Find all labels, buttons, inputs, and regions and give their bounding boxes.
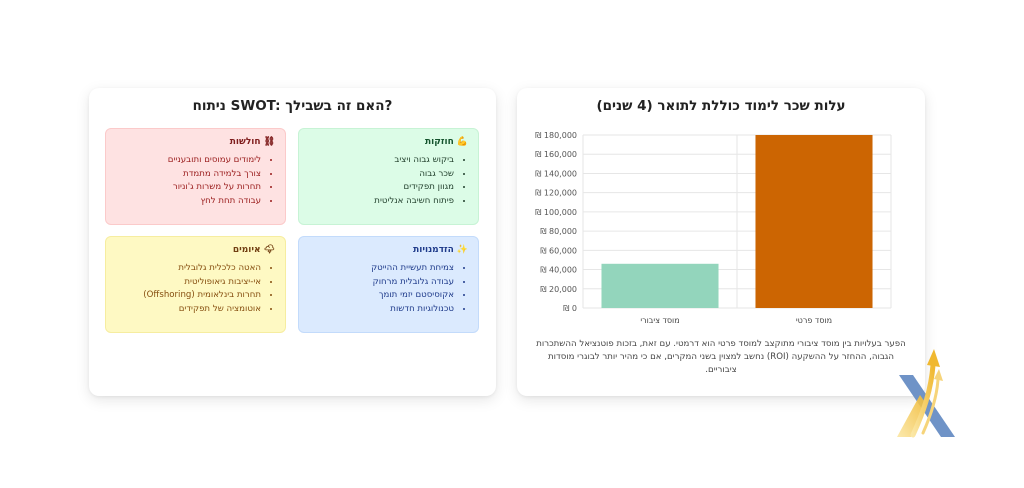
list-item: צמיחת תעשיית ההייטק — [309, 262, 454, 276]
list-item: לימודים עמוסים ותובעניים — [116, 154, 261, 168]
sparkles-icon: ✨ — [456, 244, 468, 255]
list-item: תחרות בינלאומית (Offshoring) — [116, 289, 261, 303]
strengths-box: 💪 חוזקות ביקוש גבוה ויציב שכר גבוה מגוון… — [298, 128, 479, 225]
list-item: ביקוש גבוה ויציב — [309, 154, 454, 168]
y-tick-label: ₪ 80,000 — [540, 227, 577, 236]
threats-heading: איומים — [232, 245, 261, 255]
chart-card: עלות שכר לימוד כוללת לתואר (4 שנים) ₪ 0 ₪… — [517, 88, 925, 396]
y-tick-label: ₪ 60,000 — [540, 246, 577, 255]
y-tick-label: ₪ 160,000 — [535, 150, 577, 159]
bar — [601, 263, 719, 308]
swot-card: ניתוח SWOT: האם זה בשבילך? 💪 חוזקות ביקו… — [89, 88, 496, 396]
list-item: מגוון תפקידים — [309, 181, 454, 195]
threats-list: האטה כלכלית גלובלית אי-יציבות גיאופוליטי… — [116, 262, 275, 317]
y-tick-label: ₪ 20,000 — [540, 285, 577, 294]
x-tick-label: מוסד פרטי — [796, 316, 832, 325]
list-item: אוטומציה של תפקידים — [116, 303, 261, 317]
opportunities-list: צמיחת תעשיית ההייטק עבודה גלובלית מרחוק … — [309, 262, 468, 317]
chain-link-icon: ⛓ — [263, 136, 275, 147]
y-tick-label: ₪ 120,000 — [535, 189, 577, 198]
chart-caption: הפער בעלויות בין מוסד ציבורי מתוקצב למוס… — [536, 339, 906, 375]
list-item: צורך בלמידה מתמדת — [116, 168, 261, 182]
threats-box: 🌩 איומים האטה כלכלית גלובלית אי-יציבות ג… — [105, 236, 286, 333]
y-tick-label: ₪ 140,000 — [535, 169, 577, 178]
y-tick-label: ₪ 100,000 — [535, 208, 577, 217]
swot-title: ניתוח SWOT: האם זה בשבילך? — [192, 98, 393, 114]
list-item: תחרות על משרות ג'וניור — [116, 181, 261, 195]
x-arrows-logo-icon — [897, 349, 955, 438]
list-item: עבודה גלובלית מרחוק — [309, 276, 454, 290]
bar — [755, 135, 873, 308]
opportunities-box: ✨ הזדמנויות צמיחת תעשיית ההייטק עבודה גל… — [298, 236, 479, 333]
x-tick-label: מוסד ציבורי — [640, 316, 679, 325]
weaknesses-heading: חולשות — [229, 137, 261, 147]
weaknesses-list: לימודים עמוסים ותובעניים צורך בלמידה מתמ… — [116, 154, 275, 209]
weaknesses-box: ⛓ חולשות לימודים עמוסים ותובעניים צורך ב… — [105, 128, 286, 225]
list-item: אקוסיסטם יזמי תומך — [309, 289, 454, 303]
storm-cloud-icon: 🌩 — [263, 244, 275, 255]
bar-chart: ₪ 0 ₪ 20,000 ₪ 40,000 ₪ 60,000 ₪ 80,000 ₪ 100… — [535, 131, 892, 325]
y-tick-label: ₪ 0 — [563, 304, 577, 313]
list-item: פיתוח חשיבה אנליטית — [309, 195, 454, 209]
strengths-list: ביקוש גבוה ויציב שכר גבוה מגוון תפקידים … — [309, 154, 468, 209]
list-item: עבודה תחת לחץ — [116, 195, 261, 209]
opportunities-heading: הזדמנויות — [413, 245, 454, 255]
strengths-heading: חוזקות — [425, 137, 454, 147]
y-tick-label: ₪ 180,000 — [535, 131, 577, 140]
list-item: טכנולוגיות חדשות — [309, 303, 454, 317]
list-item: אי-יציבות גיאופוליטית — [116, 276, 261, 290]
list-item: האטה כלכלית גלובלית — [116, 262, 261, 276]
chart-title: עלות שכר לימוד כוללת לתואר (4 שנים) — [596, 98, 846, 114]
y-tick-label: ₪ 40,000 — [540, 266, 577, 275]
flexed-biceps-icon: 💪 — [456, 136, 468, 147]
list-item: שכר גבוה — [309, 168, 454, 182]
